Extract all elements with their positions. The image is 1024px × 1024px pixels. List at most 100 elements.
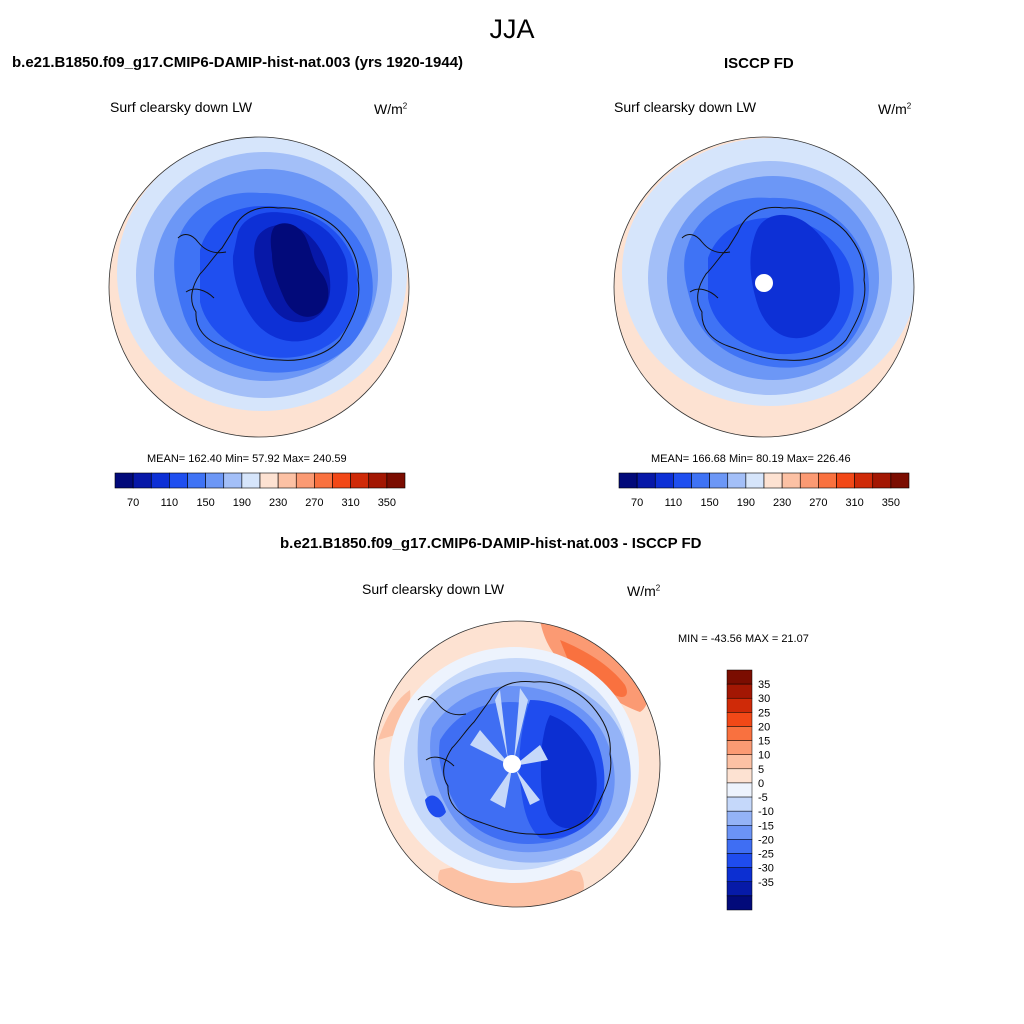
- diff-colorbar-box: [726, 683, 753, 699]
- model-variable-label: Surf clearsky down LW: [110, 99, 253, 115]
- diff-colorbar-label: -15: [758, 820, 774, 832]
- figure-title: JJA: [489, 14, 535, 44]
- model-colorbar-label: 350: [378, 497, 396, 509]
- obs-colorbar-label: 190: [737, 497, 755, 509]
- diff-colorbar-label: -5: [758, 792, 768, 804]
- model-colorbar-label: 70: [127, 497, 139, 509]
- obs-colorbar-box: [799, 472, 819, 489]
- obs-colorbar-box: [872, 472, 892, 489]
- diff-colorbar-box: [726, 740, 753, 755]
- diff-colorbar-box: [726, 754, 753, 770]
- model-colorbar-box: [277, 472, 297, 489]
- obs-colorbar-label: 270: [809, 497, 827, 509]
- diff-colorbar-box: [726, 867, 753, 883]
- obs-colorbar-label: 70: [631, 497, 643, 509]
- model-colorbar-label: 230: [269, 497, 287, 509]
- obs-colorbar-box: [673, 472, 692, 489]
- model-colorbar-box: [332, 472, 351, 489]
- obs-colorbar-label: 350: [882, 497, 900, 509]
- obs-colorbar-box: [781, 472, 801, 489]
- model-colorbar-box: [386, 472, 406, 489]
- obs-map: [614, 137, 914, 437]
- obs-colorbar-box: [818, 472, 837, 489]
- diff-colorbar-label: -35: [758, 877, 774, 889]
- model-colorbar-box: [205, 472, 225, 489]
- diff-colorbar-box: [726, 768, 753, 784]
- obs-colorbar-label: 150: [700, 497, 718, 509]
- obs-stats-label: MEAN= 166.68 Min= 80.19 Max= 226.46: [651, 453, 851, 465]
- model-colorbar-box: [314, 472, 333, 489]
- model-colorbar-label: 110: [161, 497, 179, 509]
- model-colorbar-label: 270: [305, 497, 323, 509]
- obs-colorbar-box: [836, 472, 855, 489]
- model-colorbar-box: [114, 472, 134, 489]
- diff-colorbar-label: -25: [758, 849, 774, 861]
- diff-colorbar-label: 10: [758, 750, 770, 762]
- obs-colorbar-label: 110: [665, 497, 683, 509]
- diff-colorbar-box: [726, 839, 753, 854]
- diff-colorbar-box: [726, 895, 753, 911]
- diff-colorbar-label: 15: [758, 736, 770, 748]
- diff-colorbar-box: [726, 853, 753, 868]
- diff-colorbar-box: [726, 825, 753, 840]
- diff-colorbar-box: [726, 796, 753, 812]
- obs-colorbar-box: [745, 472, 765, 489]
- model-colorbar-box: [150, 472, 170, 489]
- diff-colorbar: 35 30 25 20 15 10 5 0 -5 -10 -15 -20 -25 -30 -35: [726, 669, 774, 911]
- diff-colorbar-label: 25: [758, 707, 770, 719]
- model-colorbar-box: [368, 472, 388, 489]
- model-unit-label: W/m2: [374, 101, 408, 117]
- obs-colorbar-box: [854, 472, 874, 489]
- diff-unit-label: W/m2: [627, 583, 661, 599]
- obs-colorbar-box: [709, 472, 729, 489]
- obs-colorbar-box: [763, 472, 783, 489]
- model-colorbar-label: 150: [196, 497, 214, 509]
- diff-colorbar-box: [726, 726, 753, 741]
- obs-colorbar-label: 230: [773, 497, 791, 509]
- diff-colorbar-label: -10: [758, 806, 774, 818]
- diff-colorbar-label: -20: [758, 834, 774, 846]
- model-colorbar-label: 310: [341, 497, 359, 509]
- diff-colorbar-box: [726, 669, 753, 685]
- obs-unit-label: W/m2: [878, 101, 912, 117]
- obs-colorbar-box: [618, 472, 638, 489]
- diff-colorbar-label: 0: [758, 778, 764, 790]
- diff-colorbar-box: [726, 712, 753, 727]
- obs-colorbar-box: [890, 472, 910, 489]
- diff-colorbar-label: 5: [758, 764, 764, 776]
- model-colorbar-box: [295, 472, 315, 489]
- model-colorbar-box: [169, 472, 188, 489]
- diff-colorbar-label: -30: [758, 863, 774, 875]
- model-colorbar-box: [350, 472, 370, 489]
- obs-colorbar-box: [654, 472, 674, 489]
- model-stats-label: MEAN= 162.40 Min= 57.92 Max= 240.59: [147, 453, 347, 465]
- diff-colorbar-label: 30: [758, 693, 770, 705]
- diff-colorbar-label: 20: [758, 721, 770, 733]
- model-colorbar-box: [187, 472, 206, 489]
- model-colorbar-box: [223, 472, 243, 489]
- diff-colorbar-box: [726, 810, 753, 826]
- obs-colorbar-box: [727, 472, 747, 489]
- obs-colorbar-box: [636, 472, 656, 489]
- model-colorbar-box: [132, 472, 152, 489]
- diff-colorbar-box: [726, 782, 753, 798]
- model-map: [109, 137, 409, 437]
- model-colorbar-label: 190: [233, 497, 251, 509]
- diff-colorbar-box: [726, 881, 753, 897]
- obs-variable-label: Surf clearsky down LW: [614, 99, 757, 115]
- obs-colorbar-box: [691, 472, 710, 489]
- diff-panel-title: b.e21.B1850.f09_g17.CMIP6-DAMIP-hist-nat…: [280, 535, 702, 552]
- diff-stats-label: MIN = -43.56 MAX = 21.07: [678, 633, 809, 645]
- model-colorbar-box: [241, 472, 261, 489]
- obs-colorbar-label: 310: [845, 497, 863, 509]
- model-colorbar: 70 110 150 190 230 270 310 350: [114, 472, 406, 509]
- obs-colorbar: 70 110 150 190 230 270 310 350: [618, 472, 910, 509]
- diff-map: [374, 621, 660, 907]
- diff-variable-label: Surf clearsky down LW: [362, 581, 505, 597]
- obs-panel-title: ISCCP FD: [724, 55, 794, 72]
- diff-colorbar-label: 35: [758, 679, 770, 691]
- diff-colorbar-box: [726, 697, 753, 713]
- model-panel-title: b.e21.B1850.f09_g17.CMIP6-DAMIP-hist-nat…: [12, 54, 464, 71]
- model-colorbar-box: [259, 472, 279, 489]
